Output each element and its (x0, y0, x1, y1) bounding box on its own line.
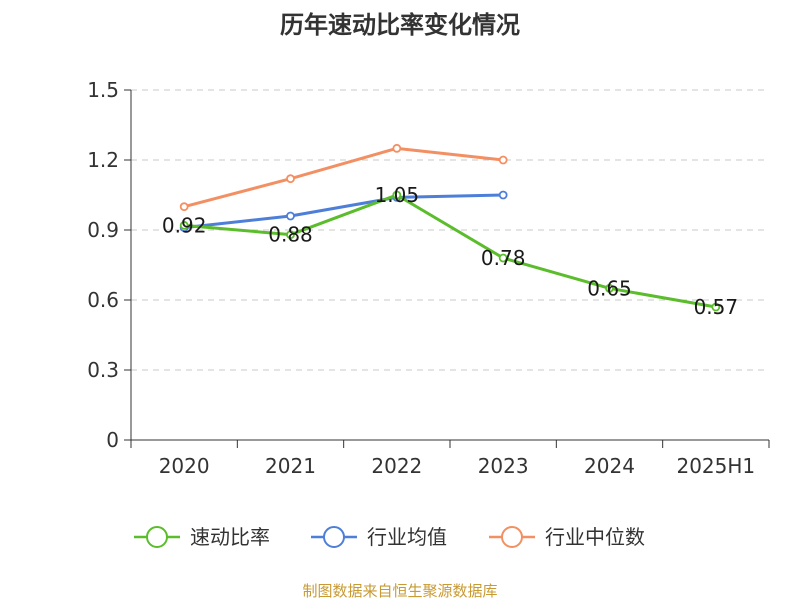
data-point (711, 302, 721, 312)
grid (131, 89, 769, 371)
data-labels: 0.92 0.88 1.05 0.78 0.65 0.57 (162, 183, 738, 319)
data-point (498, 155, 508, 165)
axes: 0 0.3 0.6 0.9 1.2 1.5 2020 2021 2022 2023 2024 2025… (87, 78, 770, 478)
legend-marker (501, 526, 523, 548)
series-line (182, 193, 718, 309)
data-label: 1.05 (375, 183, 420, 207)
data-point (392, 143, 402, 153)
x-tick-label: 2021 (265, 454, 316, 478)
data-point (605, 283, 614, 293)
y-tick-label: 0 (106, 428, 119, 452)
series-line (182, 193, 505, 230)
legend-label: 速动比率 (190, 525, 270, 549)
x-tick-label: 2025H1 (676, 454, 755, 478)
data-label: 0.88 (268, 223, 313, 247)
series-lines (179, 143, 721, 312)
x-tick-label: 2024 (584, 454, 635, 478)
data-point (498, 253, 508, 263)
data-point (286, 230, 295, 240)
y-tick-label: 0.9 (87, 218, 119, 242)
data-label: 0.92 (162, 213, 207, 237)
y-tick-label: 1.5 (87, 78, 119, 102)
y-tick-label: 0.6 (87, 288, 119, 312)
x-tick-label: 2020 (159, 454, 210, 478)
legend-label: 行业中位数 (545, 525, 645, 549)
legend-label: 行业均值 (367, 525, 447, 549)
y-tick-label: 0.3 (87, 358, 119, 382)
data-label: 0.57 (694, 295, 739, 319)
legend-marker (146, 526, 168, 548)
data-point (392, 190, 402, 200)
legend-marker (323, 526, 345, 548)
data-point (286, 174, 295, 184)
legend: 速动比率 行业均值 行业中位数 (134, 525, 645, 549)
data-point (498, 190, 508, 200)
y-tick-label: 1.2 (87, 148, 119, 172)
data-label: 0.78 (481, 246, 526, 270)
chart-title: 历年速动比率变化情况 (280, 11, 520, 39)
series-line (182, 146, 505, 209)
data-point (286, 211, 295, 221)
data-label: 0.65 (587, 276, 632, 300)
source-note: 制图数据来自恒生聚源数据库 (302, 582, 497, 600)
data-point (179, 220, 189, 230)
data-point (179, 202, 189, 212)
x-tick-label: 2023 (478, 454, 529, 478)
x-tick-label: 2022 (371, 454, 422, 478)
